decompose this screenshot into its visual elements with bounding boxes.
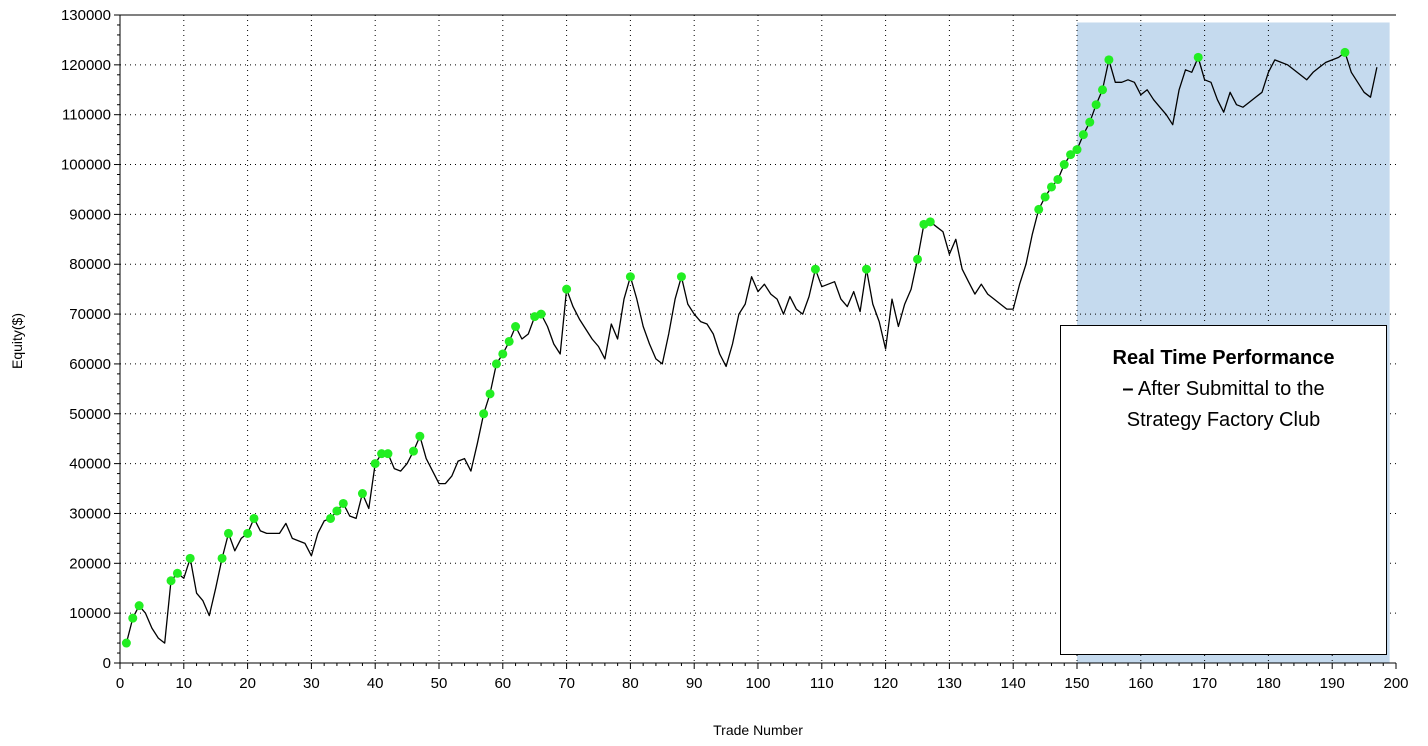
equity-high-marker <box>377 449 387 459</box>
equity-high-marker <box>511 322 521 332</box>
annotation-title: Real Time Performance <box>1112 347 1335 369</box>
equity-high-marker <box>172 568 182 578</box>
x-axis-title: Trade Number <box>713 722 803 738</box>
equity-high-marker <box>536 309 546 319</box>
equity-high-marker <box>810 264 820 274</box>
equity-high-marker <box>223 528 233 538</box>
equity-high-marker <box>1078 130 1088 140</box>
equity-high-marker <box>408 446 418 456</box>
equity-high-marker <box>1059 160 1069 170</box>
annotation-line-2: Strategy Factory Club <box>1126 409 1321 431</box>
equity-high-marker <box>326 513 336 523</box>
x-tick-label: 190 <box>1320 675 1345 692</box>
y-tick-label: 100000 <box>61 157 111 174</box>
x-tick-label: 150 <box>1064 675 1089 692</box>
equity-high-marker <box>249 513 259 523</box>
equity-high-marker <box>485 389 495 399</box>
x-tick-label: 20 <box>239 675 256 692</box>
equity-high-marker <box>1034 204 1044 214</box>
equity-high-marker <box>562 284 572 294</box>
equity-high-marker <box>217 553 227 563</box>
equity-high-marker <box>1085 117 1095 127</box>
equity-high-marker <box>1091 100 1101 110</box>
y-tick-label: 70000 <box>69 306 111 323</box>
equity-high-marker <box>357 489 367 499</box>
x-tick-label: 120 <box>873 675 898 692</box>
x-tick-label: 170 <box>1192 675 1217 692</box>
x-tick-label: 0 <box>116 675 124 692</box>
y-tick-label: 20000 <box>69 555 111 572</box>
equity-high-marker <box>134 601 144 611</box>
equity-high-marker <box>1193 52 1203 62</box>
equity-high-marker <box>243 528 253 538</box>
y-axis-title: Equity($) <box>9 313 25 369</box>
equity-high-marker <box>1066 150 1076 160</box>
equity-high-marker <box>625 272 635 282</box>
y-tick-label: 120000 <box>61 57 111 74</box>
x-tick-label: 140 <box>1001 675 1026 692</box>
equity-high-marker <box>504 336 514 346</box>
equity-high-marker <box>861 264 871 274</box>
y-tick-label: 10000 <box>69 605 111 622</box>
y-tick-label: 90000 <box>69 206 111 223</box>
x-tick-label: 50 <box>431 675 448 692</box>
x-tick-label: 180 <box>1256 675 1281 692</box>
equity-high-marker <box>479 409 489 419</box>
y-tick-label: 130000 <box>61 7 111 24</box>
x-tick-label: 200 <box>1383 675 1408 692</box>
x-tick-label: 40 <box>367 675 384 692</box>
y-tick-label: 60000 <box>69 356 111 373</box>
equity-high-marker <box>1046 182 1056 192</box>
equity-high-marker <box>415 431 425 441</box>
equity-high-marker <box>383 449 393 459</box>
y-tick-label: 30000 <box>69 505 111 522</box>
equity-high-marker <box>491 359 501 369</box>
x-tick-label: 30 <box>303 675 320 692</box>
equity-high-marker <box>166 576 176 586</box>
equity-high-marker <box>1053 174 1063 184</box>
equity-high-marker <box>913 254 922 264</box>
equity-high-marker <box>121 638 131 648</box>
equity-high-marker <box>332 506 342 516</box>
equity-high-marker <box>1040 192 1050 202</box>
x-tick-label: 90 <box>686 675 703 692</box>
equity-high-marker <box>1098 85 1108 95</box>
equity-high-marker <box>498 349 508 359</box>
equity-high-marker <box>1072 145 1082 155</box>
y-tick-label: 0 <box>103 655 111 672</box>
equity-high-marker <box>128 613 138 623</box>
equity-high-marker <box>676 272 686 282</box>
annotation-dash: – <box>1122 378 1134 400</box>
annotation-line-1-text: After Submittal to the <box>1133 378 1325 400</box>
equity-high-marker <box>338 498 348 508</box>
equity-high-marker <box>185 553 195 563</box>
x-tick-label: 60 <box>494 675 511 692</box>
x-tick-label: 10 <box>175 675 192 692</box>
y-tick-label: 80000 <box>69 256 111 273</box>
x-tick-label: 110 <box>810 675 834 692</box>
x-tick-label: 80 <box>622 675 639 692</box>
x-tick-label: 70 <box>558 675 575 692</box>
equity-high-marker <box>370 459 380 469</box>
annotation-box: Real Time Performance – After Submittal … <box>1060 325 1387 655</box>
y-tick-label: 50000 <box>69 406 111 423</box>
x-tick-label: 160 <box>1128 675 1153 692</box>
x-tick-label: 100 <box>745 675 770 692</box>
equity-high-marker <box>1340 47 1350 57</box>
annotation-line-1: – After Submittal to the <box>1061 374 1386 405</box>
equity-high-marker <box>925 217 935 227</box>
y-tick-label: 40000 <box>69 456 111 473</box>
x-tick-label: 130 <box>937 675 962 692</box>
equity-high-marker <box>1104 55 1114 65</box>
y-tick-label: 110000 <box>62 107 111 124</box>
